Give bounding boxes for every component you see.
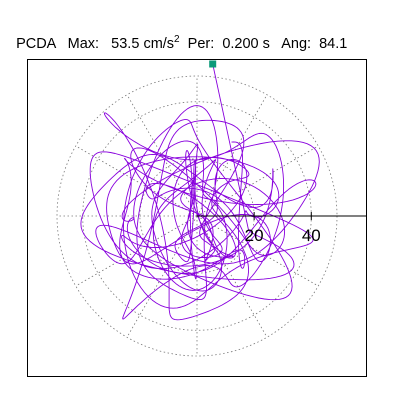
max-unit: cm/s [143, 35, 175, 52]
tick-label: 20 [245, 226, 264, 245]
ang-value: 84.1 [319, 35, 348, 52]
grid-spoke [126, 215, 198, 338]
peak-marker [209, 60, 217, 68]
grid-spoke [196, 215, 268, 338]
radial-ticks: 20 40 [245, 212, 321, 245]
plot-frame [27, 59, 367, 377]
grid-spoke [196, 215, 319, 287]
chart-title: PCDA [16, 35, 56, 52]
per-value: 0.200 s [222, 35, 270, 52]
tick-label: 40 [302, 226, 321, 245]
chart-header: PCDA Max: 53.5 cm/s2 Per: 0.200 s Ang: 8… [8, 20, 347, 51]
per-label: Per: [187, 35, 215, 52]
grid-spoke [196, 145, 319, 217]
ang-label: Ang: [281, 35, 312, 52]
max-label: Max: [67, 35, 100, 52]
grid-spoke [75, 215, 198, 287]
max-value: 53.5 [111, 35, 140, 52]
orbit-trace [80, 63, 320, 321]
grid-spoke [75, 145, 198, 217]
grid-spoke [196, 94, 268, 217]
orbit-path [80, 63, 320, 321]
grid-spoke [126, 94, 198, 217]
max-unit-exponent: 2 [174, 33, 180, 45]
